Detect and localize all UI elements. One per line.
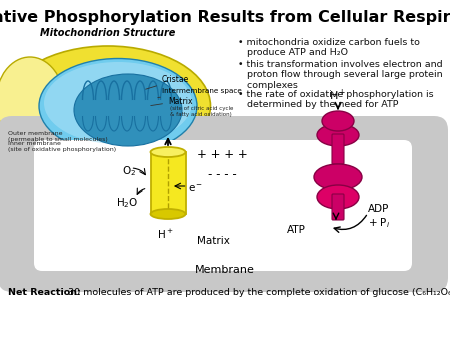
- Ellipse shape: [44, 62, 192, 144]
- Text: H$^+$: H$^+$: [329, 88, 347, 103]
- Ellipse shape: [317, 124, 359, 146]
- Ellipse shape: [5, 46, 211, 166]
- Text: O$_2$: O$_2$: [122, 164, 137, 178]
- Text: Membrane: Membrane: [195, 265, 255, 275]
- Text: 30 molecules of ATP are produced by the complete oxidation of glucose (C₆H₁₂O₆): 30 molecules of ATP are produced by the …: [62, 288, 450, 297]
- Text: • mitochondria oxidize carbon fuels to
   produce ATP and H₂O: • mitochondria oxidize carbon fuels to p…: [238, 38, 420, 57]
- FancyBboxPatch shape: [0, 116, 448, 292]
- Ellipse shape: [322, 111, 354, 131]
- Text: Intermembrane space: Intermembrane space: [158, 88, 242, 98]
- Text: Outer membrane
(permeable to small molecules): Outer membrane (permeable to small molec…: [8, 131, 108, 142]
- Ellipse shape: [314, 164, 362, 190]
- Ellipse shape: [0, 57, 64, 145]
- FancyBboxPatch shape: [34, 140, 412, 271]
- Ellipse shape: [39, 58, 197, 153]
- Ellipse shape: [150, 209, 185, 219]
- FancyBboxPatch shape: [332, 194, 344, 220]
- Text: ADP
+ P$_i$: ADP + P$_i$: [368, 204, 390, 230]
- Ellipse shape: [317, 185, 359, 209]
- Text: Matrix: Matrix: [197, 236, 230, 246]
- Text: Oxidative Phosphorylation Results from Cellular Respiration: Oxidative Phosphorylation Results from C…: [0, 10, 450, 25]
- Text: + + + +: + + + +: [197, 148, 248, 162]
- Text: Net Reaction:: Net Reaction:: [8, 288, 81, 297]
- Text: - - - -: - - - -: [207, 169, 236, 182]
- Text: • this transformation involves electron and
   proton flow through several large: • this transformation involves electron …: [238, 60, 443, 90]
- Text: Cristae: Cristae: [146, 75, 189, 89]
- Text: • the rate of oxidative phosphorylation is
   determined by the need for ATP: • the rate of oxidative phosphorylation …: [238, 90, 434, 110]
- Text: H$_2$O: H$_2$O: [116, 196, 138, 210]
- Text: (site of citric acid cycle
& fatty acid oxidation): (site of citric acid cycle & fatty acid …: [170, 106, 234, 117]
- Text: H$^+$: H$^+$: [157, 228, 173, 241]
- Text: Mitochondrion Structure: Mitochondrion Structure: [40, 28, 176, 38]
- FancyBboxPatch shape: [332, 134, 344, 164]
- Text: ATP: ATP: [287, 225, 306, 235]
- Ellipse shape: [74, 74, 182, 146]
- Text: e$^-$: e$^-$: [189, 183, 204, 193]
- Ellipse shape: [150, 147, 185, 157]
- Text: Inner membrane
(site of oxidative phosphorylation): Inner membrane (site of oxidative phosph…: [8, 141, 116, 152]
- FancyBboxPatch shape: [150, 152, 185, 214]
- Text: Matrix: Matrix: [151, 97, 193, 105]
